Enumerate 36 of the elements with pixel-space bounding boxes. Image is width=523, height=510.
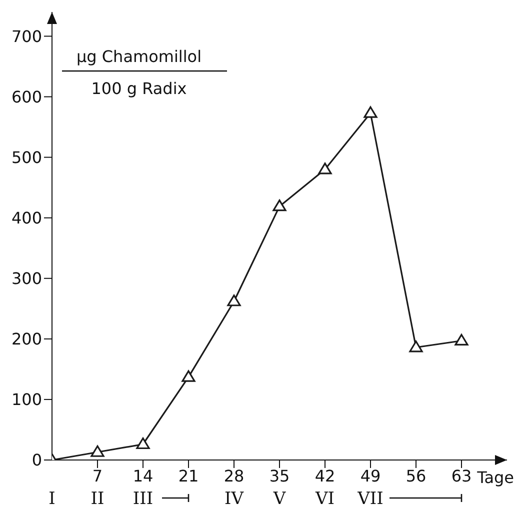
text: II [90,489,104,509]
point [409,340,423,352]
point [227,294,241,306]
x-tick-label: 35 [269,466,290,486]
point [364,106,378,118]
point [318,162,332,174]
x-tick-label: 42 [314,466,336,486]
annotation: 100 g Radix [91,79,187,98]
y-tick-label: 600 [11,87,42,106]
point [90,445,104,457]
y-tick-label: 200 [11,330,42,349]
text: VII [356,489,384,509]
x-tick-label: 28 [224,466,244,486]
x-tick-label: 56 [406,466,426,486]
y-axis-title: µg Chamomillol [76,47,202,66]
x-tick-label: 21 [178,466,199,486]
y-tick-label: 300 [11,269,42,288]
y-tick-label: 0 [32,450,42,470]
text: V [272,489,286,509]
text: VI [314,489,334,509]
y-tick-label: 100 [11,390,42,410]
y-tick-label: 700 [11,26,42,46]
point [454,334,468,346]
x-tick-label: 49 [360,466,381,486]
point [272,200,286,212]
y-tick-label: 400 [11,208,42,228]
text: I [48,489,56,509]
point [182,370,196,382]
x-axis-title: Tage [476,468,514,487]
point [136,437,150,450]
x-tick-label: 63 [451,466,472,486]
y-tick-label: 500 [11,148,42,167]
x-tick-label: 7 [92,466,103,486]
text: III [132,489,154,509]
text: IV [224,489,244,509]
x-tick-label: 14 [132,466,154,486]
